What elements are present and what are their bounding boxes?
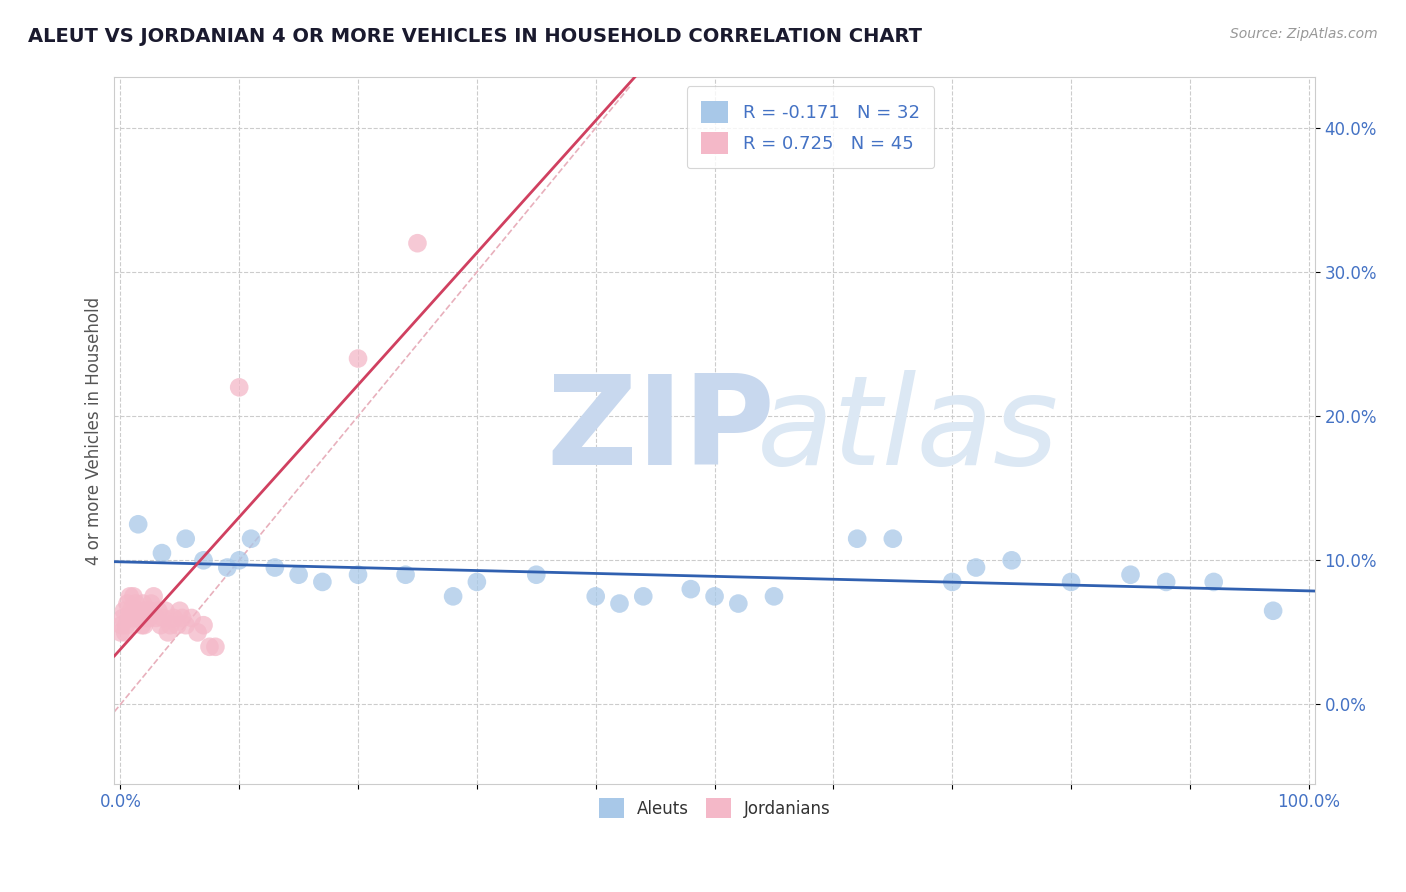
Text: atlas: atlas [756, 370, 1059, 491]
Point [148, 604, 170, 618]
Point [633, 590, 655, 604]
Point [134, 618, 156, 632]
Point [124, 604, 146, 618]
Point [114, 625, 136, 640]
Point [180, 611, 202, 625]
Point [118, 611, 141, 625]
Point [882, 532, 904, 546]
Point [138, 611, 160, 625]
Point [172, 611, 194, 625]
Point [1202, 574, 1225, 589]
Legend: Aleuts, Jordanians: Aleuts, Jordanians [592, 791, 837, 825]
Point [217, 560, 239, 574]
Point [149, 618, 172, 632]
Point [1154, 574, 1177, 589]
Point [117, 597, 139, 611]
Point [110, 625, 132, 640]
Point [141, 597, 163, 611]
Point [121, 611, 143, 625]
Point [846, 532, 869, 546]
Point [187, 625, 209, 640]
Point [679, 582, 702, 596]
Point [127, 517, 149, 532]
Point [112, 604, 135, 618]
Point [585, 590, 607, 604]
Point [125, 597, 148, 611]
Point [132, 597, 155, 611]
Point [193, 553, 215, 567]
Point [204, 640, 226, 654]
Point [394, 567, 416, 582]
Point [159, 618, 181, 632]
Point [941, 574, 963, 589]
Point [115, 618, 138, 632]
Point [163, 611, 186, 625]
Point [465, 574, 488, 589]
Point [1001, 553, 1024, 567]
Point [131, 618, 153, 632]
Point [169, 604, 191, 618]
Point [240, 532, 263, 546]
Point [1060, 574, 1083, 589]
Point [145, 611, 167, 625]
Point [150, 546, 173, 560]
Point [228, 553, 250, 567]
Text: ALEUT VS JORDANIAN 4 OR MORE VEHICLES IN HOUSEHOLD CORRELATION CHART: ALEUT VS JORDANIAN 4 OR MORE VEHICLES IN… [28, 27, 922, 45]
Point [127, 611, 149, 625]
Point [135, 604, 157, 618]
Point [1261, 604, 1284, 618]
Point [118, 590, 141, 604]
Point [347, 351, 370, 366]
Point [441, 590, 464, 604]
Point [406, 236, 429, 251]
Point [110, 618, 132, 632]
Point [152, 611, 174, 625]
Point [174, 618, 197, 632]
Point [287, 567, 309, 582]
Point [609, 597, 631, 611]
Point [347, 567, 370, 582]
Point [134, 611, 156, 625]
Point [198, 640, 221, 654]
Y-axis label: 4 or more Vehicles in Household: 4 or more Vehicles in Household [86, 296, 103, 565]
Point [228, 380, 250, 394]
Point [156, 625, 179, 640]
Point [166, 618, 188, 632]
Point [128, 604, 150, 618]
Point [965, 560, 987, 574]
Point [174, 532, 197, 546]
Point [120, 604, 142, 618]
Point [122, 590, 145, 604]
Point [762, 590, 785, 604]
Point [1119, 567, 1142, 582]
Point [263, 560, 285, 574]
Point [524, 567, 547, 582]
Point [193, 618, 215, 632]
Point [703, 590, 725, 604]
Point [142, 590, 165, 604]
Point [311, 574, 333, 589]
Text: ZIP: ZIP [547, 370, 775, 491]
Point [111, 611, 134, 625]
Point [155, 604, 177, 618]
Point [727, 597, 749, 611]
Point [139, 604, 162, 618]
Text: Source: ZipAtlas.com: Source: ZipAtlas.com [1230, 27, 1378, 41]
